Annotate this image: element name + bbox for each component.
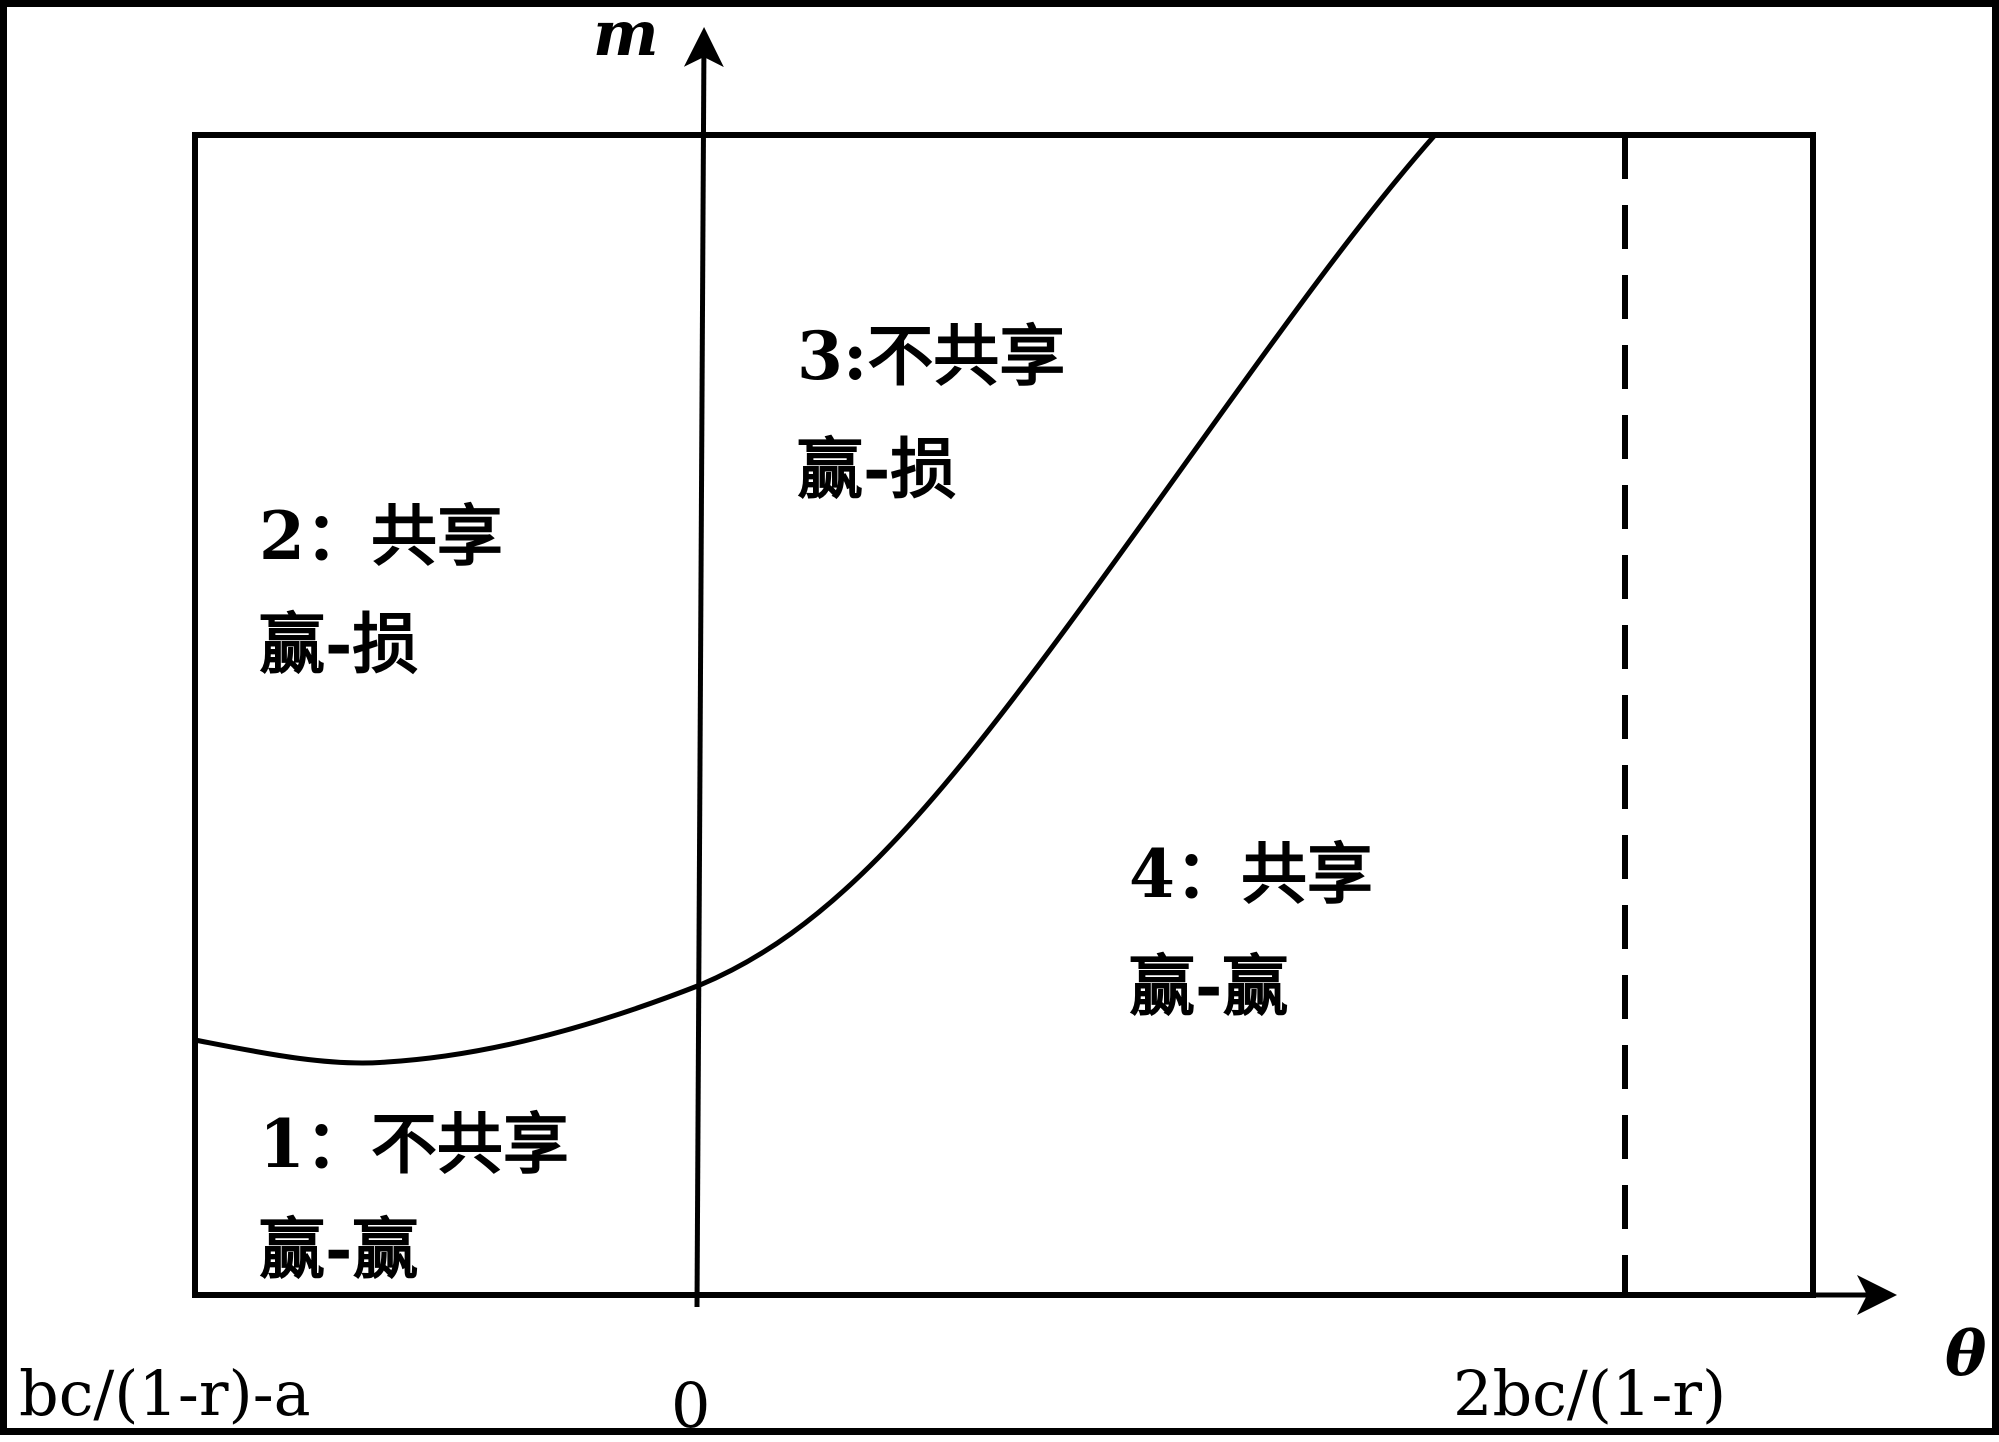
- region-1-title: 不共享: [371, 1105, 569, 1183]
- region-4-label: 4：共享 赢-赢: [1129, 835, 1373, 1025]
- region-4-outcome: 赢-赢: [1129, 947, 1288, 1025]
- region-3-label: 3:不共享 赢-损: [797, 317, 1065, 508]
- x-axis-label: θ: [1945, 1317, 1987, 1390]
- svg-text:2：共享: 2：共享: [259, 497, 503, 575]
- x-tick-right: 2bc/(1-r): [1453, 1357, 1726, 1430]
- y-axis-label: m: [593, 7, 659, 70]
- region-3-title: 不共享: [867, 317, 1065, 395]
- region-2-outcome: 赢-损: [259, 605, 418, 683]
- decision-region-diagram: m θ bc/(1-r)-a 0 2bc/(1-r) 1：不共享 赢-赢 2：共…: [19, 7, 1987, 1442]
- region-1-separator: ：: [305, 1105, 371, 1183]
- svg-text:3:不共享: 3:不共享: [797, 317, 1065, 395]
- x-tick-origin: 0: [671, 1369, 710, 1442]
- region-3-number: 3: [797, 317, 843, 395]
- region-1-number: 1: [259, 1105, 305, 1183]
- svg-text:4：共享: 4：共享: [1129, 835, 1373, 913]
- region-3-outcome: 赢-损: [797, 430, 956, 508]
- svg-text:1：不共享: 1：不共享: [259, 1105, 569, 1183]
- region-4-number: 4: [1129, 835, 1175, 913]
- region-1-outcome: 赢-赢: [259, 1210, 418, 1288]
- region-2-title: 共享: [371, 497, 503, 575]
- boundary-curve: [194, 133, 1437, 1066]
- region-4-title: 共享: [1241, 835, 1373, 913]
- region-4-separator: ：: [1175, 835, 1241, 913]
- x-tick-left: bc/(1-r)-a: [19, 1357, 311, 1430]
- region-2-label: 2：共享 赢-损: [259, 497, 503, 683]
- region-2-separator: ：: [305, 497, 371, 575]
- region-1-label: 1：不共享 赢-赢: [259, 1105, 569, 1288]
- y-axis: [683, 27, 724, 1308]
- region-3-separator: :: [843, 317, 867, 395]
- region-2-number: 2: [259, 497, 305, 575]
